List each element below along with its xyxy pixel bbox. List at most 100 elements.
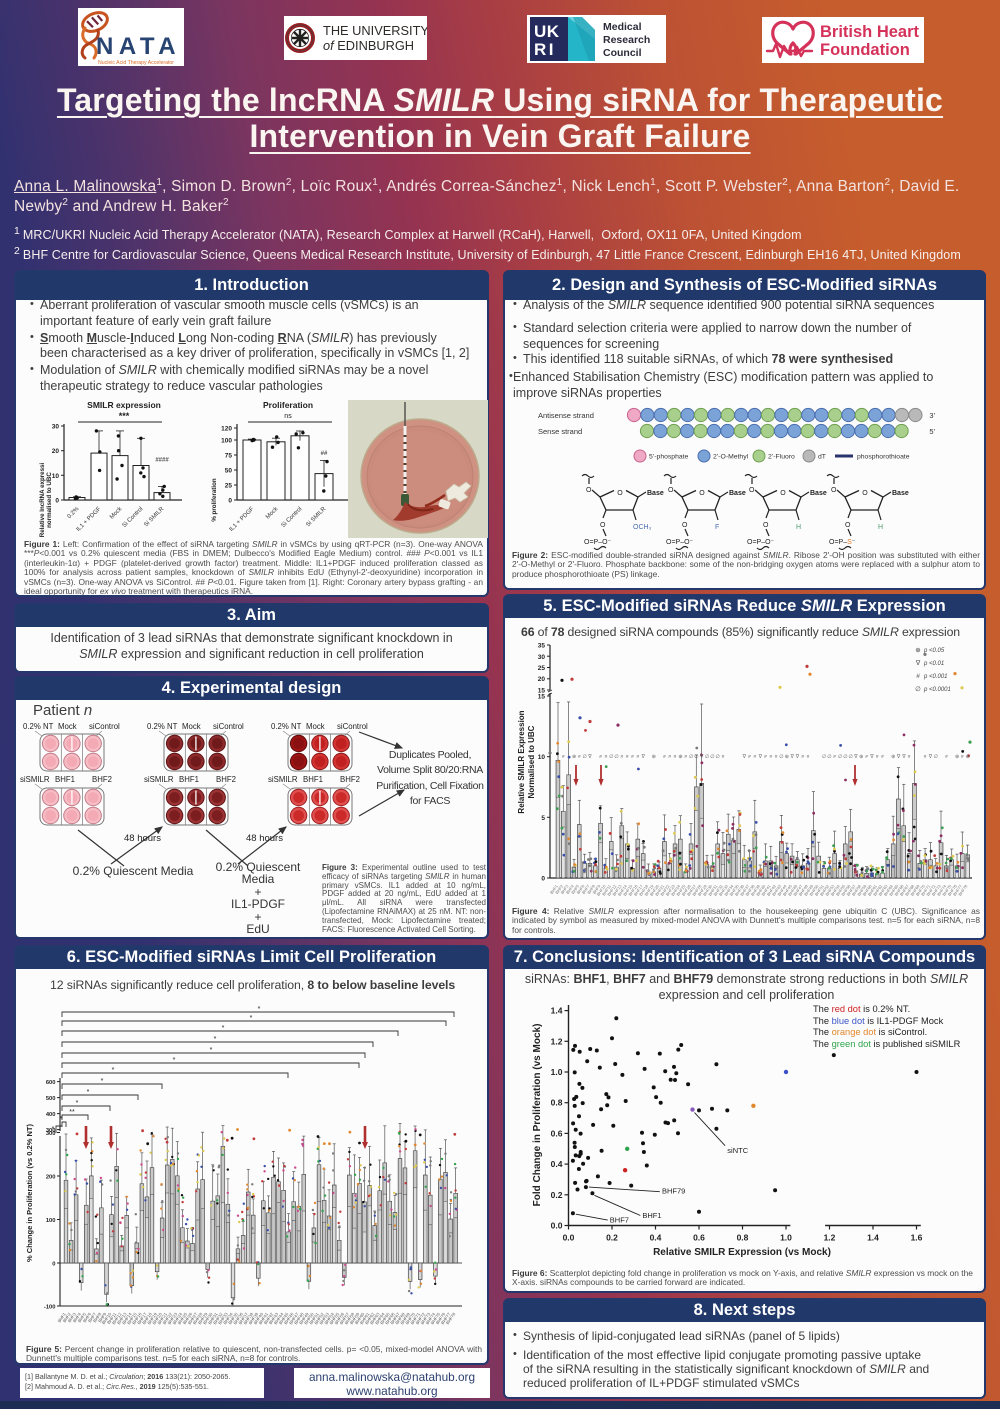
svg-text:BHF18: BHF18	[638, 883, 650, 897]
svg-text:∇: ∇	[795, 754, 800, 760]
svg-text:0.4: 0.4	[650, 1233, 662, 1243]
svg-text:#: #	[631, 754, 634, 760]
svg-text:1.6: 1.6	[911, 1233, 923, 1243]
svg-text:Antisense strand: Antisense strand	[538, 411, 594, 420]
svg-text:#: #	[668, 754, 671, 760]
svg-text:BHF53: BHF53	[318, 1311, 330, 1325]
svg-text:Mock: Mock	[306, 722, 325, 731]
svg-text:BHF65: BHF65	[379, 1311, 391, 1325]
svg-text:BHF69: BHF69	[399, 1311, 411, 1325]
svg-text:#: #	[945, 754, 948, 760]
svg-text:BHF35: BHF35	[728, 883, 740, 897]
svg-text:100: 100	[221, 438, 232, 445]
svg-text:BHF73: BHF73	[420, 1311, 432, 1325]
svg-text:####: ####	[155, 458, 169, 464]
svg-text:phosphorothioate: phosphorothioate	[857, 454, 910, 461]
svg-text:∇: ∇	[758, 754, 763, 760]
svg-text:Relative SMILR Expression (vs: Relative SMILR Expression (vs Mock)	[653, 1247, 831, 1258]
svg-text:BHF22: BHF22	[659, 883, 671, 897]
svg-text:BHF50: BHF50	[808, 883, 820, 897]
svg-text:BHF16: BHF16	[627, 883, 639, 897]
svg-text:BHF2: BHF2	[92, 775, 112, 784]
svg-text:BHF39: BHF39	[750, 883, 762, 897]
svg-text:#: #	[722, 754, 725, 760]
svg-text:BHF63: BHF63	[369, 1311, 381, 1325]
svg-text:∅: ∅	[710, 754, 714, 760]
svg-text:BHF74: BHF74	[936, 883, 948, 897]
svg-text:#: #	[663, 754, 666, 760]
svg-text:Si SMILR: Si SMILR	[143, 506, 166, 529]
svg-text:BHF67: BHF67	[899, 883, 911, 897]
svg-text:0.6: 0.6	[693, 1233, 705, 1243]
svg-text:*: *	[76, 1100, 79, 1107]
svg-text:1.0: 1.0	[551, 1067, 563, 1077]
svg-text:∇: ∇	[869, 754, 874, 760]
svg-text:*: *	[258, 1006, 261, 1013]
svg-text:BHF4: BHF4	[72, 1311, 83, 1323]
svg-text:BHF27: BHF27	[686, 883, 698, 897]
svg-text:*: *	[222, 1025, 225, 1032]
svg-text:BHF75: BHF75	[430, 1311, 442, 1325]
svg-text:⊕: ⊕	[966, 754, 970, 760]
svg-text:BHF25: BHF25	[177, 1311, 189, 1325]
svg-text:BHF66: BHF66	[893, 883, 905, 897]
svg-text:*: *	[173, 1057, 176, 1064]
svg-text:∅: ∅	[609, 754, 613, 760]
svg-text:F: F	[715, 524, 719, 531]
svg-text:BHF7: BHF7	[610, 1215, 629, 1224]
svg-text:BHF43: BHF43	[268, 1311, 280, 1325]
svg-text:BHF12: BHF12	[111, 1311, 123, 1325]
svg-text:Si SMILR: Si SMILR	[305, 506, 328, 529]
svg-text:BHF33: BHF33	[217, 1311, 229, 1325]
svg-text:∇: ∇	[640, 754, 645, 760]
svg-text:0: 0	[228, 498, 232, 505]
svg-text:∇: ∇	[853, 754, 858, 760]
svg-text:British Heart: British Heart	[820, 23, 920, 41]
svg-text:*: *	[101, 1078, 104, 1085]
svg-text:∅: ∅	[915, 686, 921, 693]
svg-text:120: 120	[221, 426, 232, 433]
svg-text:Council: Council	[603, 47, 642, 59]
svg-text:Relative SMILR Expression: Relative SMILR Expression	[517, 710, 526, 813]
svg-text:BHF23: BHF23	[167, 1311, 179, 1325]
svg-text:BHF65: BHF65	[888, 883, 900, 897]
svg-text:BHF9: BHF9	[97, 1311, 108, 1323]
svg-text:siNTC: siNTC	[727, 1146, 748, 1155]
svg-text:BHF50: BHF50	[303, 1311, 315, 1325]
svg-text:**: **	[69, 1109, 75, 1116]
svg-text:BHF5: BHF5	[77, 1311, 88, 1323]
svg-text:ns: ns	[284, 413, 292, 420]
svg-text:BHF13: BHF13	[116, 1311, 128, 1325]
svg-text:5: 5	[541, 815, 545, 822]
svg-text:BHF40: BHF40	[253, 1311, 265, 1325]
svg-text:BHF42: BHF42	[263, 1311, 275, 1325]
svg-text:0.2: 0.2	[551, 1190, 563, 1200]
svg-text:BHF37: BHF37	[739, 883, 751, 897]
svg-text:#: #	[626, 754, 629, 760]
svg-text:#: #	[599, 754, 602, 760]
svg-text:BHF56: BHF56	[334, 1311, 346, 1325]
svg-text:0.2% NT: 0.2% NT	[23, 722, 54, 731]
svg-text:BHF16: BHF16	[131, 1311, 143, 1325]
svg-text:⊕: ⊕	[785, 754, 789, 760]
svg-text:#: #	[605, 754, 608, 760]
svg-text:0.2% NT: 0.2% NT	[147, 722, 178, 731]
svg-text:BHF55: BHF55	[328, 1311, 340, 1325]
svg-text:∇: ∇	[915, 659, 921, 667]
svg-text:25: 25	[225, 483, 233, 490]
svg-text:#: #	[620, 754, 623, 760]
svg-text:BHF58: BHF58	[851, 883, 863, 897]
svg-text:∅: ∅	[843, 754, 847, 760]
svg-text:Si Control: Si Control	[122, 506, 145, 529]
svg-text:#: #	[684, 754, 687, 760]
svg-text:2’-Fluoro: 2’-Fluoro	[768, 454, 795, 461]
svg-text:3’: 3’	[929, 411, 935, 420]
svg-text:10: 10	[538, 754, 546, 761]
svg-text:O: O	[749, 487, 755, 494]
svg-text:BHF64: BHF64	[374, 1311, 386, 1325]
svg-text:Base: Base	[647, 490, 664, 497]
svg-text:BHF76: BHF76	[435, 1311, 447, 1325]
svg-text:#: #	[753, 754, 756, 760]
svg-text:BHF34: BHF34	[222, 1311, 234, 1325]
svg-text:Normalised to UBC: Normalised to UBC	[527, 725, 536, 798]
